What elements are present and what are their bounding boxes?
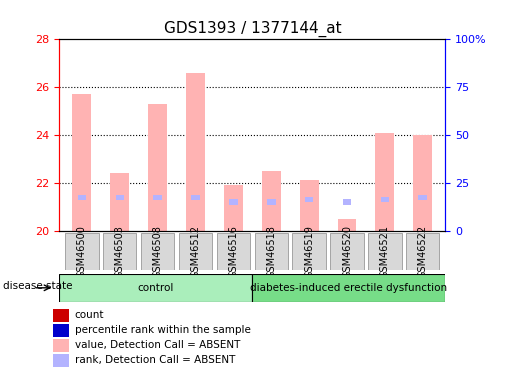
Text: diabetes-induced erectile dysfunction: diabetes-induced erectile dysfunction xyxy=(250,283,448,293)
Bar xyxy=(148,104,167,231)
Text: GSM46519: GSM46519 xyxy=(304,225,314,278)
Bar xyxy=(330,232,364,270)
Bar xyxy=(305,197,314,202)
Bar xyxy=(191,195,200,200)
Bar xyxy=(262,171,281,231)
Bar xyxy=(141,232,175,270)
Bar xyxy=(53,339,68,352)
Text: GSM46512: GSM46512 xyxy=(191,225,200,278)
Bar xyxy=(217,232,250,270)
Bar xyxy=(267,199,276,205)
Bar xyxy=(53,354,68,367)
Text: count: count xyxy=(75,310,104,320)
Bar xyxy=(368,232,402,270)
Bar xyxy=(78,195,86,200)
Bar xyxy=(73,94,92,231)
Bar xyxy=(115,195,124,200)
Text: GSM46508: GSM46508 xyxy=(152,225,163,278)
Text: GSM46518: GSM46518 xyxy=(266,225,276,278)
Text: rank, Detection Call = ABSENT: rank, Detection Call = ABSENT xyxy=(75,355,235,365)
Bar xyxy=(337,219,356,231)
Bar xyxy=(153,195,162,200)
Text: control: control xyxy=(138,283,174,293)
Bar xyxy=(419,195,427,200)
Bar xyxy=(110,173,129,231)
Bar xyxy=(293,232,326,270)
Bar xyxy=(406,232,439,270)
Bar xyxy=(381,197,389,202)
Bar xyxy=(186,73,205,231)
Text: GSM46503: GSM46503 xyxy=(115,225,125,278)
Bar xyxy=(414,135,432,231)
Title: GDS1393 / 1377144_at: GDS1393 / 1377144_at xyxy=(164,20,341,37)
Bar xyxy=(375,133,394,231)
Bar xyxy=(53,309,68,322)
Bar xyxy=(53,324,68,337)
Bar xyxy=(229,199,238,205)
Bar xyxy=(103,232,136,270)
Bar xyxy=(254,232,288,270)
Text: GSM46520: GSM46520 xyxy=(342,225,352,278)
Bar xyxy=(59,274,252,302)
Text: GSM46500: GSM46500 xyxy=(77,225,87,278)
Text: percentile rank within the sample: percentile rank within the sample xyxy=(75,325,251,335)
Text: GSM46521: GSM46521 xyxy=(380,225,390,278)
Text: GSM46522: GSM46522 xyxy=(418,225,428,278)
Text: value, Detection Call = ABSENT: value, Detection Call = ABSENT xyxy=(75,340,240,350)
Bar xyxy=(224,185,243,231)
Bar xyxy=(179,232,212,270)
Bar xyxy=(65,232,98,270)
Bar xyxy=(252,274,445,302)
Text: disease state: disease state xyxy=(3,281,72,291)
Text: GSM46516: GSM46516 xyxy=(229,225,238,278)
Bar xyxy=(343,199,351,205)
Bar xyxy=(300,180,319,231)
